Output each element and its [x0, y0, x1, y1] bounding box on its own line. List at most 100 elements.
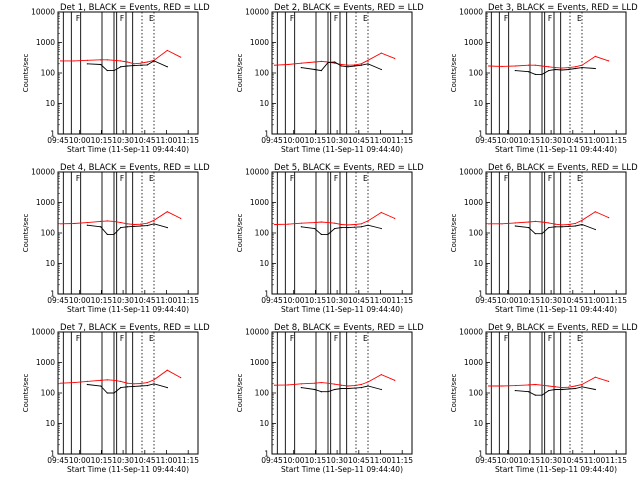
series-point — [574, 67, 576, 70]
series-line — [515, 224, 596, 235]
x-axis-label: Start Time (11-Sep-11 09:44:40) — [495, 305, 617, 314]
series-point — [300, 387, 302, 389]
series-point — [126, 223, 128, 225]
event-marker-label: F — [548, 174, 552, 183]
series-point — [60, 223, 62, 225]
series-point — [541, 384, 543, 386]
series-point — [581, 383, 583, 386]
series-point — [568, 386, 570, 388]
x-tick-label: 10:00 — [69, 456, 91, 465]
series-line — [515, 67, 596, 75]
x-axis-label: Start Time (11-Sep-11 09:44:40) — [67, 145, 189, 154]
series-point — [73, 60, 75, 62]
x-tick-label: 11:00 — [584, 456, 606, 465]
series-point — [528, 221, 530, 223]
series-point — [340, 387, 342, 390]
series-line — [301, 224, 382, 235]
y-tick-label: 1 — [264, 290, 269, 299]
x-tick-label: 10:15 — [519, 456, 541, 465]
series-point — [113, 69, 115, 72]
series-point — [340, 65, 342, 67]
series-point — [574, 66, 576, 68]
series-point — [113, 392, 115, 394]
y-tick-label: 100 — [469, 389, 484, 398]
y-axis-label: Counts/sec — [22, 54, 30, 93]
series-point — [581, 67, 583, 69]
series-point — [106, 233, 108, 235]
plot-frame — [57, 331, 199, 455]
series-point — [340, 227, 342, 229]
series-point — [367, 63, 369, 65]
series-point — [488, 385, 490, 387]
series-point — [528, 71, 530, 73]
series-point — [133, 63, 135, 65]
series-point — [501, 65, 503, 67]
series-point — [327, 233, 329, 235]
event-marker-label: F — [290, 334, 294, 343]
series-point — [514, 389, 516, 392]
y-tick-label: 1000 — [36, 198, 55, 207]
x-tick-label: 10:00 — [497, 136, 519, 145]
chart-title: Det 3, BLACK = Events, RED = LLD — [488, 3, 638, 13]
series-point — [140, 62, 142, 64]
chart-title: Det 6, BLACK = Events, RED = LLD — [488, 163, 638, 173]
y-tick-label: 1000 — [250, 198, 269, 207]
plot-frame — [485, 171, 627, 295]
series-point — [133, 64, 135, 67]
series-point — [514, 65, 516, 67]
series-point — [534, 394, 536, 396]
series-point — [120, 227, 122, 229]
series-point — [73, 381, 75, 384]
y-tick-label: 100 — [41, 389, 56, 398]
y-tick-label: 1000 — [36, 38, 55, 47]
x-tick-label: 10:00 — [283, 456, 305, 465]
y-tick-label: 1000 — [250, 38, 269, 47]
series-point — [574, 222, 576, 225]
series-point — [541, 73, 543, 75]
series-point — [380, 211, 382, 214]
x-tick-label: 10:45 — [134, 296, 156, 305]
series-point — [320, 381, 322, 384]
series-point — [166, 369, 168, 371]
series-point — [380, 388, 382, 391]
series-point — [126, 386, 128, 388]
series-point — [574, 385, 576, 387]
x-axis-label: Start Time (11-Sep-11 09:44:40) — [281, 305, 403, 314]
x-tick-label: 10:45 — [348, 296, 370, 305]
event-marker-label: E — [577, 174, 582, 183]
x-tick-label: 10:00 — [497, 296, 519, 305]
chart-panel-2: Det 2, BLACK = Events, RED = LLD 1 10 100 10… — [236, 3, 424, 154]
series-point — [334, 61, 336, 63]
series-point — [314, 61, 316, 63]
series-point — [146, 222, 148, 224]
series-point — [347, 66, 349, 68]
series-point — [320, 60, 322, 63]
series-point — [534, 383, 536, 386]
event-marker-label: F — [76, 174, 80, 183]
series-point — [528, 391, 530, 393]
chart-panel-8: Det 8, BLACK = Events, RED = LLD 1 10 100 10… — [236, 323, 424, 474]
series-point — [120, 60, 122, 62]
series-point — [608, 380, 610, 383]
x-tick-label: 10:00 — [283, 136, 305, 145]
x-tick-label: 10:45 — [134, 456, 156, 465]
series-point — [514, 384, 516, 387]
chart-panel-7: Det 7, BLACK = Events, RED = LLD 1 10 100 10… — [22, 323, 210, 474]
series-point — [354, 384, 356, 387]
series-point — [106, 69, 108, 72]
series-point — [153, 60, 155, 62]
series-point — [354, 65, 356, 67]
series-point — [86, 63, 88, 65]
series-point — [320, 221, 322, 223]
series-point — [501, 385, 503, 387]
series-point — [106, 59, 108, 61]
series-point — [320, 69, 322, 72]
x-tick-label: 10:00 — [69, 296, 91, 305]
y-tick-label: 100 — [255, 69, 270, 78]
series-point — [113, 220, 115, 223]
event-marker-label: E — [149, 14, 154, 23]
series-point — [360, 64, 362, 66]
series-point — [314, 68, 316, 71]
y-tick-label: 1 — [478, 290, 483, 299]
series-point — [113, 59, 115, 61]
